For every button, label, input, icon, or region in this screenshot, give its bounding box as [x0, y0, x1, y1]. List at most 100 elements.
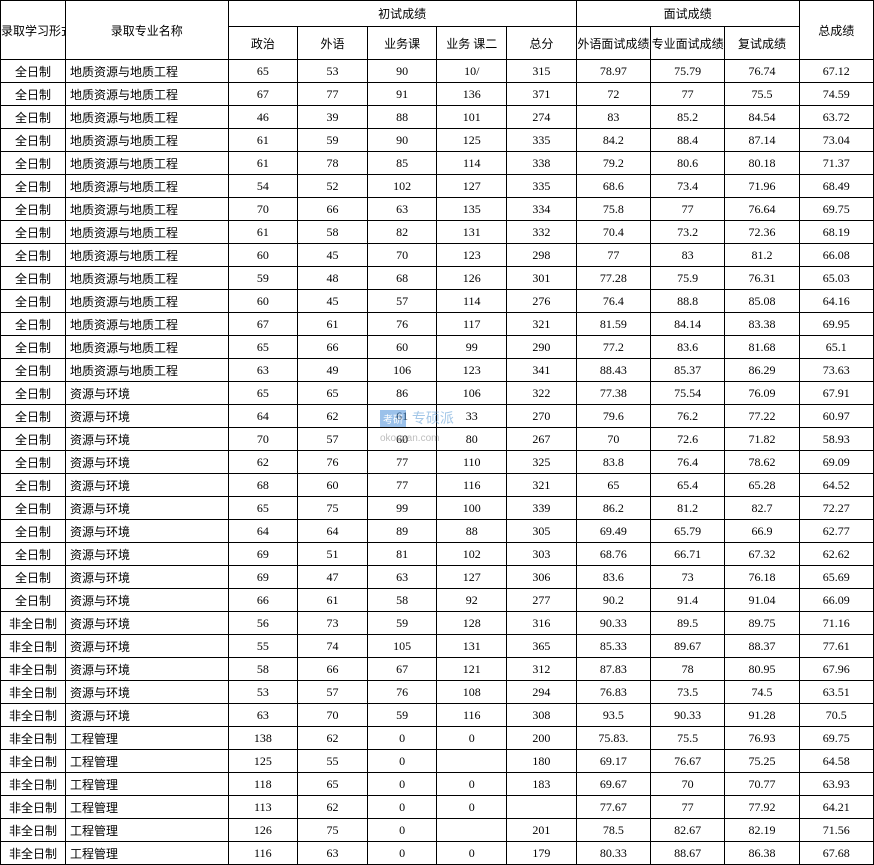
table-cell: 62	[298, 796, 368, 819]
table-cell: 200	[507, 727, 577, 750]
table-cell: 316	[507, 612, 577, 635]
table-cell: 53	[298, 60, 368, 83]
table-cell: 82.19	[725, 819, 799, 842]
table-cell: 59	[228, 267, 298, 290]
table-cell: 315	[507, 60, 577, 83]
table-cell: 资源与环境	[66, 382, 229, 405]
table-cell: 63	[367, 566, 437, 589]
header-iv-retest: 复试成绩	[725, 27, 799, 60]
table-row: 全日制地质资源与地质工程59486812630177.2875.976.3165…	[1, 267, 874, 290]
table-row: 非全日制工程管理118650018369.677070.7763.93	[1, 773, 874, 796]
table-cell: 46	[228, 106, 298, 129]
table-cell: 64.21	[799, 796, 873, 819]
table-cell: 69.17	[576, 750, 650, 773]
header-prelim-total: 总分	[507, 27, 577, 60]
table-cell: 69	[228, 566, 298, 589]
table-row: 全日制资源与环境6464898830569.4965.7966.962.77	[1, 520, 874, 543]
table-cell: 91.4	[651, 589, 725, 612]
table-cell: 全日制	[1, 336, 66, 359]
table-cell: 59	[367, 704, 437, 727]
table-cell: 72.36	[725, 221, 799, 244]
table-row: 全日制资源与环境65658610632277.3875.5476.0967.91	[1, 382, 874, 405]
table-cell: 49	[298, 359, 368, 382]
table-cell: 71.96	[725, 175, 799, 198]
table-cell: 64	[228, 520, 298, 543]
table-cell: 地质资源与地质工程	[66, 221, 229, 244]
header-iv-major: 专业面试成绩	[651, 27, 725, 60]
table-cell: 76.93	[725, 727, 799, 750]
table-cell: 294	[507, 681, 577, 704]
table-cell: 91.28	[725, 704, 799, 727]
table-cell: 地质资源与地质工程	[66, 106, 229, 129]
table-cell: 101	[437, 106, 507, 129]
table-cell: 81.2	[725, 244, 799, 267]
table-cell: 76.83	[576, 681, 650, 704]
table-cell: 全日制	[1, 198, 66, 221]
table-cell: 90.33	[651, 704, 725, 727]
table-cell: 76	[298, 451, 368, 474]
table-cell: 71.37	[799, 152, 873, 175]
table-cell: 69.49	[576, 520, 650, 543]
table-cell: 85.37	[651, 359, 725, 382]
table-cell: 303	[507, 543, 577, 566]
table-cell: 全日制	[1, 267, 66, 290]
table-cell: 61	[228, 152, 298, 175]
table-cell: 全日制	[1, 313, 66, 336]
table-cell: 67	[367, 658, 437, 681]
table-cell: 341	[507, 359, 577, 382]
table-cell: 75	[298, 497, 368, 520]
table-cell: 64.52	[799, 474, 873, 497]
table-cell: 全日制	[1, 83, 66, 106]
table-cell: 66.09	[799, 589, 873, 612]
table-cell: 80.95	[725, 658, 799, 681]
table-cell: 10/	[437, 60, 507, 83]
table-cell: 工程管理	[66, 750, 229, 773]
table-cell: 65	[228, 497, 298, 520]
table-cell: 58	[367, 589, 437, 612]
table-cell: 87.83	[576, 658, 650, 681]
table-cell: 48	[298, 267, 368, 290]
table-cell: 66.71	[651, 543, 725, 566]
table-cell: 126	[228, 819, 298, 842]
table-cell: 77.2	[576, 336, 650, 359]
table-cell: 179	[507, 842, 577, 865]
table-cell: 76.67	[651, 750, 725, 773]
table-cell: 全日制	[1, 520, 66, 543]
table-cell: 66	[298, 336, 368, 359]
table-cell: 83.8	[576, 451, 650, 474]
table-cell: 非全日制	[1, 635, 66, 658]
table-cell: 67.91	[799, 382, 873, 405]
table-cell: 312	[507, 658, 577, 681]
table-cell: 非全日制	[1, 796, 66, 819]
table-cell: 39	[298, 106, 368, 129]
table-row: 非全日制工程管理113620077.677777.9264.21	[1, 796, 874, 819]
table-cell: 77	[651, 83, 725, 106]
table-cell: 非全日制	[1, 773, 66, 796]
table-cell: 62.77	[799, 520, 873, 543]
table-cell: 86	[367, 382, 437, 405]
table-cell: 75.5	[651, 727, 725, 750]
table-cell: 地质资源与地质工程	[66, 267, 229, 290]
table-cell: 资源与环境	[66, 704, 229, 727]
header-biz1: 业务课	[367, 27, 437, 60]
table-cell: 65	[576, 474, 650, 497]
table-cell: 77.92	[725, 796, 799, 819]
table-cell: 338	[507, 152, 577, 175]
table-cell: 70.5	[799, 704, 873, 727]
table-cell: 277	[507, 589, 577, 612]
table-cell: 63	[228, 359, 298, 382]
table-cell: 57	[298, 428, 368, 451]
table-cell: 114	[437, 290, 507, 313]
table-cell: 93.5	[576, 704, 650, 727]
table-cell: 88	[437, 520, 507, 543]
table-cell: 77	[367, 474, 437, 497]
table-cell: 地质资源与地质工程	[66, 359, 229, 382]
table-cell: 77	[298, 83, 368, 106]
table-cell: 非全日制	[1, 681, 66, 704]
table-cell: 80.33	[576, 842, 650, 865]
table-cell: 非全日制	[1, 819, 66, 842]
table-cell: 全日制	[1, 221, 66, 244]
table-cell: 78	[298, 152, 368, 175]
table-row: 全日制地质资源与地质工程634910612334188.4385.3786.29…	[1, 359, 874, 382]
table-cell: 89	[367, 520, 437, 543]
